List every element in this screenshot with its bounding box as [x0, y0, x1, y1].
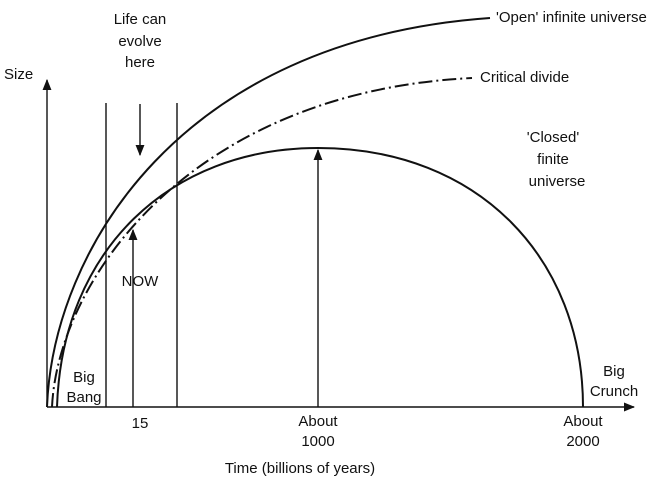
- closed-label: universe: [529, 173, 586, 190]
- y-label: Size: [4, 66, 33, 83]
- big-crunch-label: Big: [603, 363, 625, 380]
- x-label: Time (billions of years): [225, 460, 375, 477]
- big-crunch-label: Crunch: [590, 383, 638, 400]
- x-tick-label: About: [298, 413, 338, 430]
- x-tick-label: 15: [132, 415, 149, 432]
- now-label: NOW: [122, 273, 160, 290]
- closed-label: finite: [537, 151, 569, 168]
- open-curve: [46, 17, 491, 408]
- closed-curve: [56, 146, 584, 408]
- x-tick-label: 2000: [566, 433, 599, 450]
- critical-label: Critical divide: [480, 69, 569, 86]
- x-tick-label: 1000: [301, 433, 334, 450]
- open-label: 'Open' infinite universe: [496, 9, 647, 26]
- x-tick-label: About: [563, 413, 603, 430]
- closed-label: 'Closed': [527, 129, 580, 146]
- life-label: Life can: [114, 11, 167, 28]
- critical-curve: [51, 77, 473, 408]
- big-bang-label: Big: [73, 369, 95, 386]
- life-label: evolve: [118, 33, 161, 50]
- life-label: here: [125, 54, 155, 71]
- big-bang-label: Bang: [66, 389, 101, 406]
